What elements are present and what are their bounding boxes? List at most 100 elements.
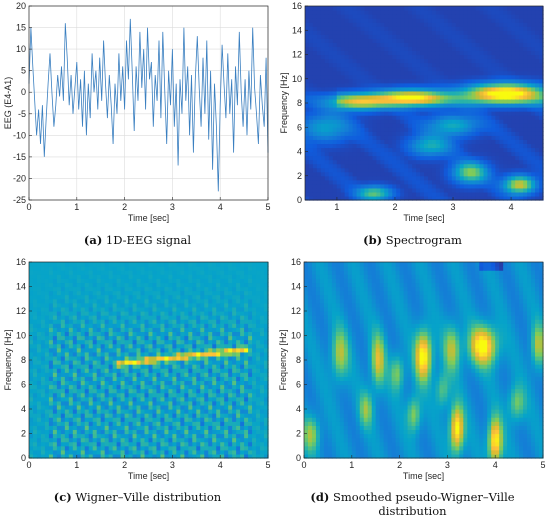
c-heatmap-cell	[89, 409, 94, 414]
c-heatmap-cell	[184, 299, 189, 304]
b-heatmap-cell	[444, 176, 449, 181]
b-heatmap-cell	[408, 135, 413, 140]
b-heatmap-cell	[345, 111, 350, 116]
b-heatmap-cell	[408, 91, 413, 96]
b-heatmap-cell	[476, 18, 481, 23]
c-heatmap-cell	[93, 266, 98, 271]
caption-b-text: Spectrogram	[386, 233, 462, 247]
b-heatmap-cell	[408, 184, 413, 189]
b-heatmap-cell	[329, 103, 334, 108]
b-heatmap-cell	[495, 127, 500, 132]
b-heatmap-cell	[468, 6, 473, 11]
b-heatmap-cell	[452, 123, 457, 128]
b-heatmap-cell	[345, 91, 350, 96]
b-heatmap-cell	[412, 50, 417, 55]
b-heatmap-cell	[317, 147, 322, 152]
c-heatmap-cell	[168, 287, 173, 292]
c-heatmap-cell	[81, 446, 86, 451]
b-heatmap-cell	[484, 115, 489, 120]
c-heatmap-cell	[152, 380, 157, 385]
b-heatmap-cell	[432, 46, 437, 51]
b-heatmap-cell	[420, 22, 425, 27]
b-heatmap-cell	[384, 119, 389, 124]
c-heatmap-cell	[109, 331, 114, 336]
c-heatmap-cell	[188, 364, 193, 369]
c-heatmap-cell	[49, 417, 54, 422]
b-heatmap-cell	[480, 164, 485, 169]
c-heatmap-cell	[41, 425, 46, 430]
b-heatmap-cell	[511, 38, 516, 43]
b-heatmap-cell	[476, 147, 481, 152]
b-heatmap-cell	[432, 95, 437, 100]
c-heatmap-cell	[113, 307, 118, 312]
b-heatmap-cell	[392, 55, 397, 60]
b-heatmap-cell	[361, 71, 366, 76]
b-heatmap-cell	[412, 46, 417, 51]
b-heatmap-cell	[412, 26, 417, 31]
c-heatmap-cell	[29, 295, 34, 300]
a-ytick-label: 10	[16, 44, 26, 54]
b-heatmap-cell	[329, 75, 334, 80]
c-heatmap-cell	[129, 376, 134, 381]
b-heatmap-cell	[408, 180, 413, 185]
b-heatmap-cell	[456, 14, 461, 19]
b-heatmap-cell	[499, 147, 504, 152]
c-heatmap-cell	[65, 262, 70, 267]
c-heatmap-cell	[65, 266, 70, 271]
b-heatmap-cell	[452, 18, 457, 23]
b-heatmap-cell	[495, 38, 500, 43]
b-heatmap-cell	[499, 26, 504, 31]
c-heatmap-cell	[121, 331, 126, 336]
b-heatmap-cell	[349, 10, 354, 15]
b-heatmap-cell	[392, 67, 397, 72]
b-heatmap-cell	[531, 63, 536, 68]
b-heatmap-cell	[428, 103, 433, 108]
b-heatmap-cell	[468, 63, 473, 68]
c-heatmap-cell	[69, 376, 74, 381]
b-heatmap-cell	[523, 135, 528, 140]
b-heatmap-cell	[396, 34, 401, 39]
b-heatmap-cell	[491, 14, 496, 19]
b-heatmap-cell	[519, 131, 524, 136]
c-heatmap-cell	[156, 295, 161, 300]
a-ytick-label: 20	[16, 1, 26, 11]
b-heatmap-cell	[357, 91, 362, 96]
b-heatmap-cell	[337, 42, 342, 47]
b-heatmap-cell	[523, 99, 528, 104]
b-heatmap-cell	[345, 103, 350, 108]
c-heatmap-cell	[29, 368, 34, 373]
b-heatmap-cell	[428, 131, 433, 136]
b-heatmap-cell	[313, 67, 318, 72]
b-heatmap-cell	[472, 115, 477, 120]
b-heatmap-cell	[499, 42, 504, 47]
b-heatmap-cell	[535, 192, 540, 197]
c-heatmap-cell	[61, 385, 66, 390]
c-heatmap-cell	[192, 327, 197, 332]
b-heatmap-cell	[432, 83, 437, 88]
c-heatmap-cell	[141, 331, 146, 336]
c-heatmap-cell	[45, 409, 50, 414]
b-heatmap-cell	[412, 18, 417, 23]
b-heatmap-cell	[436, 46, 441, 51]
b-heatmap-cell	[345, 131, 350, 136]
c-heatmap-cell	[53, 364, 58, 369]
b-heatmap-cell	[345, 22, 350, 27]
b-heatmap-cell	[448, 38, 453, 43]
b-heatmap-cell	[309, 99, 314, 104]
b-heatmap-cell	[408, 188, 413, 193]
b-heatmap-cell	[384, 172, 389, 177]
b-heatmap-cell	[341, 91, 346, 96]
b-heatmap-cell	[416, 79, 421, 84]
c-heatmap-cell	[172, 291, 177, 296]
b-heatmap-cell	[372, 99, 377, 104]
b-heatmap-cell	[452, 34, 457, 39]
b-heatmap-cell	[361, 103, 366, 108]
b-heatmap-cell	[480, 180, 485, 185]
c-heatmap-cell	[160, 323, 165, 328]
b-heatmap-cell	[372, 147, 377, 152]
c-heatmap-cell	[117, 385, 122, 390]
b-heatmap-cell	[436, 87, 441, 92]
b-heatmap-cell	[487, 95, 492, 100]
c-heatmap-cell	[188, 348, 193, 353]
a-ytick-label: -10	[13, 130, 26, 140]
